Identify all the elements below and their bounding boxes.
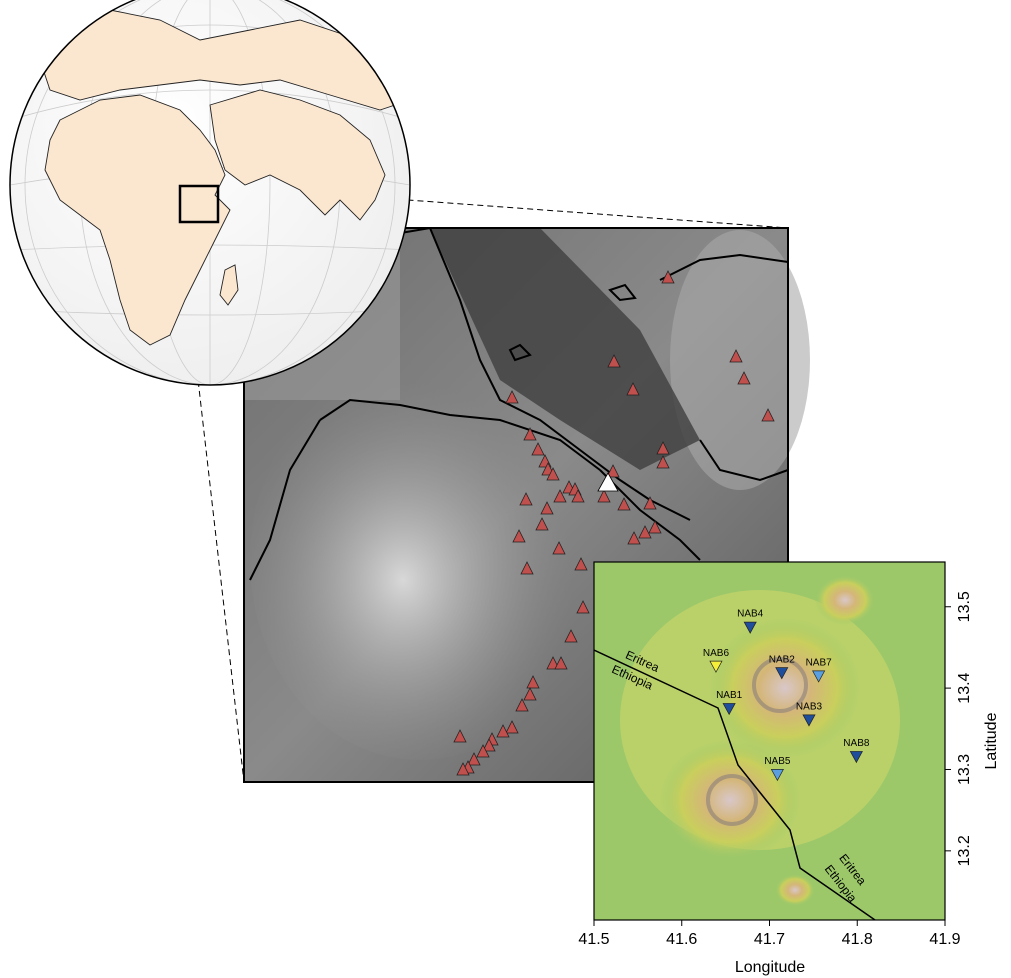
volcano-marker: [638, 525, 652, 539]
x-tick-label: 41.9: [929, 931, 960, 948]
volcano-marker: [453, 729, 467, 743]
volcano-marker: [496, 724, 510, 738]
y-axis-label: Latitude: [983, 712, 1000, 769]
station-label: NAB7: [806, 658, 833, 669]
station-label: NAB2: [769, 654, 796, 665]
volcano-marker: [512, 529, 526, 543]
station-marker: [743, 621, 757, 634]
y-tick-label: 13.2: [956, 835, 973, 866]
station-label: NAB6: [703, 648, 730, 659]
volcano-marker: [505, 390, 519, 404]
volcano-marker: [761, 408, 775, 422]
volcano-marker: [526, 675, 540, 689]
volcano-marker: [571, 489, 585, 503]
volcano-marker: [643, 496, 657, 510]
nabro-marker: [597, 472, 619, 492]
volcano-marker: [520, 561, 534, 575]
volcano-markers: [453, 270, 775, 776]
inset-map: Eritrea Ethiopia Eritrea Ethiopia Longit…: [578, 561, 1000, 976]
volcano-marker: [554, 656, 568, 670]
station-marker: [849, 751, 863, 764]
volcano-marker: [661, 270, 675, 284]
station-marker: [802, 714, 816, 727]
globe: [9, 0, 411, 386]
volcano-marker: [576, 600, 590, 614]
station-label: NAB4: [737, 609, 764, 620]
station-label: NAB3: [796, 701, 823, 712]
volcano-marker: [546, 656, 560, 670]
volcano-marker: [553, 489, 567, 503]
volcano-marker: [540, 501, 554, 515]
volcano-marker: [574, 557, 588, 571]
station-label: NAB5: [764, 756, 791, 767]
volcano-marker: [729, 349, 743, 363]
volcano-marker: [515, 698, 529, 712]
station-label: NAB8: [843, 738, 870, 749]
x-tick-label: 41.5: [578, 931, 609, 948]
volcano-marker: [737, 371, 751, 385]
volcano-marker: [505, 720, 519, 734]
station-label: NAB1: [716, 690, 743, 701]
station-marker: [775, 667, 789, 680]
station-marker: [770, 769, 784, 782]
volcano-marker: [648, 520, 662, 534]
volcano-marker: [546, 467, 560, 481]
volcano-marker: [519, 492, 533, 506]
volcano-marker: [626, 382, 640, 396]
volcano-marker: [531, 442, 545, 456]
x-tick-label: 41.6: [666, 931, 697, 948]
volcano-marker: [523, 687, 537, 701]
volcano-marker: [564, 629, 578, 643]
y-tick-label: 13.3: [956, 754, 973, 785]
y-tick-label: 13.5: [956, 591, 973, 622]
volcano-marker: [607, 354, 621, 368]
regional-map: [243, 227, 810, 783]
volcano-marker: [535, 517, 549, 531]
volcano-marker: [456, 762, 470, 776]
volcano-marker: [656, 455, 670, 469]
volcano-marker: [476, 744, 490, 758]
volcano-marker: [656, 441, 670, 455]
station-marker: [812, 670, 826, 683]
y-tick-label: 13.4: [956, 672, 973, 703]
station-marker: [709, 660, 723, 673]
volcano-marker: [597, 489, 611, 503]
x-axis-label: Longitude: [735, 959, 805, 976]
volcano-marker: [617, 497, 631, 511]
volcano-marker: [482, 738, 496, 752]
x-tick-label: 41.8: [842, 931, 873, 948]
volcano-marker: [467, 752, 481, 766]
volcano-marker: [552, 541, 566, 555]
volcano-marker: [627, 531, 641, 545]
x-tick-label: 41.7: [754, 931, 785, 948]
volcano-marker: [606, 464, 620, 478]
station-marker: [722, 703, 736, 716]
volcano-marker: [523, 427, 537, 441]
